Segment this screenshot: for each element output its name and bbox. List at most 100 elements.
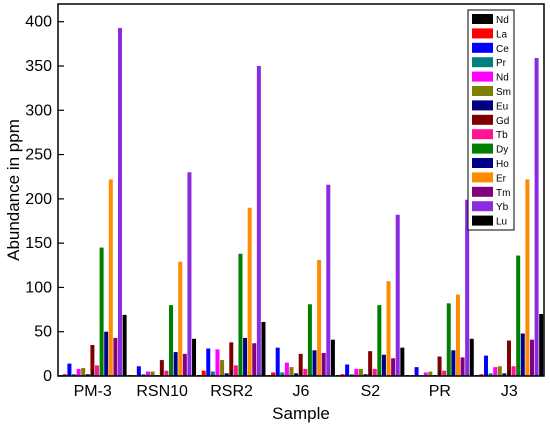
bar-s2-ho: [381, 354, 386, 376]
legend-swatch: [472, 57, 493, 68]
bar-rsr2-tb: [233, 365, 238, 376]
bar-pm-3-sm: [81, 368, 86, 376]
y-tick-label: 250: [25, 147, 52, 164]
bar-j3-ce: [483, 355, 488, 376]
legend-label: Nd: [496, 73, 509, 84]
bar-pm-3-gd: [90, 345, 95, 376]
bar-pm-3-er: [108, 179, 113, 376]
bar-rsn10-ce: [136, 366, 141, 376]
x-tick-label: PR: [429, 383, 451, 400]
bar-pr-nd: [423, 372, 428, 376]
bar-pr-yb: [465, 199, 470, 376]
bar-j6-nd: [284, 362, 289, 376]
bar-j3-tb: [511, 366, 516, 376]
bar-pm-3-ho: [104, 331, 109, 376]
legend-swatch: [472, 114, 493, 125]
plot-frame: [57, 3, 545, 377]
bar-pr-er: [455, 294, 460, 376]
bar-s2-la: [340, 374, 345, 376]
bar-j3-eu: [502, 373, 507, 376]
bar-j6-gd: [298, 353, 303, 376]
bar-j3-yb: [534, 58, 539, 376]
y-tick-label: 0: [43, 368, 52, 385]
bar-j3-nd: [493, 367, 498, 376]
bar-pr-tb: [442, 370, 447, 376]
legend-label: Dy: [496, 145, 508, 156]
legend-label: Eu: [496, 101, 508, 112]
bar-pr-sm: [428, 371, 433, 376]
x-tick-label: J3: [501, 383, 518, 400]
legend-label: La: [496, 29, 508, 40]
y-tick-label: 400: [25, 14, 52, 31]
bar-pm-3-nd: [76, 368, 81, 376]
bar-j6-la: [271, 372, 276, 376]
bar-rsn10-nd: [146, 371, 151, 376]
y-tick-label: 100: [25, 279, 52, 296]
bar-rsr2-ce: [206, 348, 211, 376]
y-tick-label: 300: [25, 102, 52, 119]
legend-swatch: [472, 143, 493, 154]
bar-j3-ho: [520, 333, 525, 376]
bar-rsr2-lu: [261, 321, 266, 376]
legend-label: Pr: [496, 58, 507, 69]
legend-label: Ho: [496, 159, 509, 170]
bar-j6-ce: [275, 347, 280, 376]
bar-pm-3-yb: [118, 27, 123, 376]
bar-pr-tm: [460, 357, 465, 376]
bar-s2-er: [386, 281, 391, 376]
legend-swatch: [472, 71, 493, 82]
bar-rsr2-sm: [220, 360, 225, 376]
bar-pm-3-pr: [72, 374, 77, 376]
legend-swatch: [472, 28, 493, 39]
legend-swatch: [472, 186, 493, 197]
legend-label: Lu: [496, 217, 507, 228]
bar-s2-lu: [400, 347, 405, 376]
x-axis-title: Sample: [272, 404, 330, 423]
bar-rsn10-tb: [164, 370, 169, 376]
bar-s2-yb: [395, 214, 400, 376]
y-tick-label: 200: [25, 191, 52, 208]
legend: Nd La Ce Pr Nd Sm Eu Gd Tb Dy Ho Er Tm Yb Lu: [467, 9, 515, 231]
legend-label: Tb: [496, 130, 508, 141]
y-tick-label: 150: [25, 235, 52, 252]
bar-j3-er: [525, 179, 530, 376]
bar-rsr2-dy: [238, 253, 243, 376]
y-axis-title: Abundance in ppm: [4, 119, 23, 261]
bar-rsr2-yb: [256, 66, 261, 376]
legend-label: Sm: [496, 87, 511, 98]
bar-pm-3-la: [62, 374, 67, 376]
bar-j3-tm: [529, 339, 534, 376]
bar-j6-lu: [330, 339, 335, 376]
bar-rsn10-lu: [192, 338, 197, 376]
bar-s2-pr: [349, 374, 354, 376]
bar-pm-3-ce: [67, 363, 72, 376]
legend-swatch: [472, 100, 493, 111]
bar-s2-tb: [372, 368, 377, 376]
bar-rsr2-la: [201, 370, 206, 376]
legend-label: Gd: [496, 116, 509, 127]
bar-j3-sm: [497, 366, 502, 376]
bar-pm-3-lu: [122, 314, 127, 376]
x-tick-label: S2: [361, 383, 381, 400]
bar-j6-pr: [280, 372, 285, 376]
bar-rsr2-pr: [210, 371, 215, 376]
bar-rsr2-nd: [215, 349, 220, 376]
bar-pm-3-dy: [99, 247, 104, 376]
bar-pm-3-tb: [95, 365, 100, 376]
y-tick-label: 350: [25, 58, 52, 75]
legend-label: Yb: [496, 202, 509, 213]
bar-rsr2-ho: [243, 337, 248, 376]
x-axis-ticks: PM-3 RSN10 RSR2 J6 S2 PR J3: [74, 370, 518, 400]
bar-pr-lu: [469, 338, 474, 376]
legend-label: Nd: [496, 15, 509, 26]
bar-rsn10-ho: [173, 352, 178, 376]
legend-label: Er: [496, 173, 507, 184]
bar-rsn10-dy: [169, 305, 174, 376]
bar-rsr2-tm: [252, 343, 257, 376]
bar-pm-3-tm: [113, 337, 118, 376]
bar-j6-ho: [312, 350, 317, 376]
bar-j3-gd: [506, 340, 511, 376]
bar-s2-gd: [368, 351, 373, 376]
y-tick-label: 50: [34, 324, 52, 341]
